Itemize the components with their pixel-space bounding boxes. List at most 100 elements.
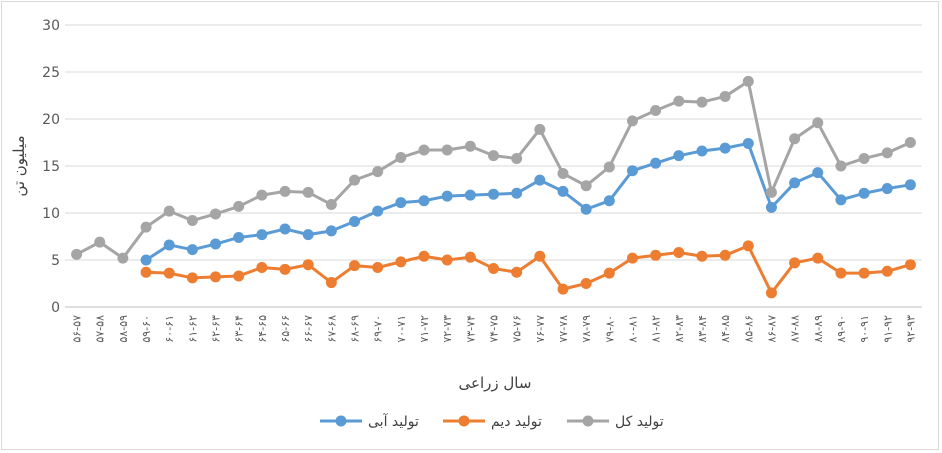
data-point (881, 183, 893, 195)
x-tick-label: ۷۹-۸۰ (603, 315, 616, 343)
data-point (418, 144, 430, 156)
data-point (742, 75, 754, 87)
legend-marker (582, 415, 594, 427)
x-tick-label: ۸۱-۸۲ (650, 315, 663, 343)
x-tick-label: ۶۰-۶۱ (163, 315, 176, 343)
data-point (464, 251, 476, 263)
data-point (163, 239, 175, 251)
legend-label: تولید دیم (491, 414, 542, 430)
x-tick-label: ۶۹-۷۰ (372, 315, 385, 343)
data-point (789, 257, 801, 269)
y-tick-label: 10 (42, 206, 60, 222)
data-point (626, 252, 638, 264)
y-tick-label: 5 (51, 253, 60, 269)
data-point (719, 249, 731, 261)
y-tick-label: 30 (42, 18, 60, 34)
data-point (372, 166, 384, 178)
data-point (302, 259, 314, 271)
data-point (210, 238, 222, 250)
y-tick-label: 0 (51, 300, 60, 316)
data-point (441, 190, 453, 202)
data-point (256, 229, 268, 241)
data-point (163, 205, 175, 217)
x-tick-label: ۸۶-۸۷ (765, 315, 778, 343)
x-tick-label: ۸۲-۸۳ (673, 315, 686, 343)
data-point (395, 197, 407, 209)
grid-lines (65, 24, 922, 308)
data-point (904, 179, 916, 191)
data-point (511, 266, 523, 278)
data-point (557, 185, 569, 197)
y-tick-label: 20 (42, 112, 60, 128)
x-axis-title: سال زراعی (459, 374, 532, 392)
y-tick-label: 25 (42, 65, 60, 81)
x-tick-label: ۶۳-۶۴ (233, 315, 246, 343)
data-point (441, 144, 453, 156)
data-point (765, 186, 777, 198)
x-tick-label: ۸۹-۹۰ (835, 315, 848, 343)
data-point (650, 157, 662, 169)
data-point (163, 267, 175, 279)
data-point (557, 168, 569, 180)
data-point (256, 189, 268, 201)
data-point (488, 188, 499, 200)
x-tick-label: ۷۳-۷۴ (464, 315, 477, 343)
data-point (511, 152, 523, 164)
x-tick-label: ۷۴-۷۵ (488, 315, 501, 343)
x-tick-label: ۷۵-۷۶ (511, 315, 524, 343)
legend-label: تولید کل (615, 414, 664, 430)
data-point (626, 115, 638, 127)
data-point (696, 145, 708, 157)
data-point (904, 137, 916, 148)
data-point (210, 208, 222, 220)
data-point (719, 90, 731, 102)
x-tick-label: ۹۱-۹۲ (881, 315, 894, 343)
data-point (372, 262, 384, 274)
x-tick-label: ۵۶-۵۷ (71, 315, 84, 343)
legend-marker (335, 415, 347, 427)
data-point (302, 186, 314, 198)
x-tick-label: ۷۱-۷۲ (418, 315, 431, 343)
data-point (186, 215, 198, 227)
series-lines (75, 79, 912, 295)
data-point (140, 254, 152, 266)
data-point (673, 246, 685, 258)
data-point (673, 150, 685, 162)
data-point (302, 229, 314, 241)
data-point (233, 270, 245, 282)
data-point (789, 177, 801, 189)
data-point (789, 133, 801, 145)
x-tick-label: ۶۷-۶۸ (325, 315, 338, 343)
data-point (349, 215, 361, 227)
x-tick-label: ۸۳-۸۴ (696, 315, 709, 343)
data-point (418, 250, 430, 262)
legend-marker (458, 415, 470, 427)
data-point (881, 147, 893, 159)
data-point (325, 225, 337, 237)
series-line (75, 79, 912, 260)
x-tick-label: ۶۶-۶۷ (302, 315, 315, 343)
data-point (765, 201, 777, 213)
data-point (94, 236, 106, 248)
x-tick-label: ۷۰-۷۱ (395, 315, 408, 343)
x-tick-label: ۶۲-۶۳ (210, 315, 223, 343)
data-point (325, 277, 337, 289)
x-tick-label: ۶۵-۶۶ (279, 315, 292, 343)
data-point (858, 152, 870, 164)
data-point (186, 244, 198, 256)
data-point (580, 203, 592, 215)
data-point (534, 250, 546, 262)
data-point (904, 259, 916, 271)
series-line (144, 141, 912, 262)
data-point (117, 252, 129, 264)
data-point (464, 140, 476, 152)
legend-label: تولید آبی (368, 413, 419, 430)
data-point (488, 262, 499, 274)
data-point (186, 272, 198, 284)
data-point (488, 150, 499, 162)
data-point (233, 200, 245, 212)
data-point (719, 142, 731, 154)
x-tick-label: ۷۸-۷۹ (580, 315, 593, 343)
x-tick-label: ۶۴-۶۵ (256, 315, 269, 343)
